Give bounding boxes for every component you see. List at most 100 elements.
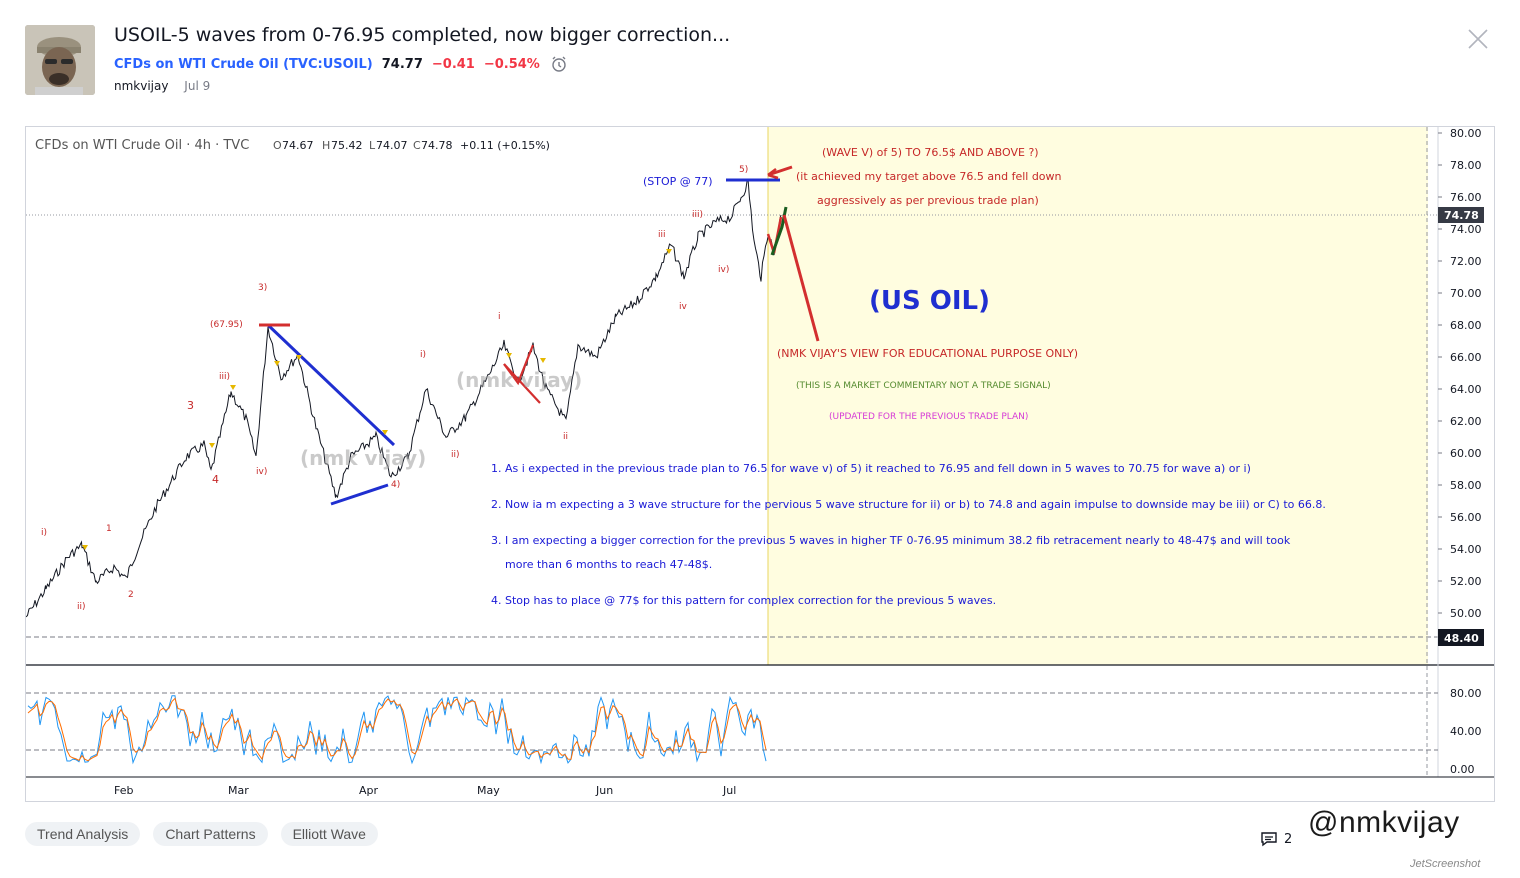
last-price-badge-bg (1438, 207, 1484, 223)
chart-watermark-1: (nmk vijay) (300, 446, 426, 470)
note-3: 3. I am expecting a bigger correction fo… (491, 534, 1291, 547)
commentary-annotation: (THIS IS A MARKET COMMENTARY NOT A TRADE… (796, 381, 1051, 391)
note-4: 4. Stop has to place @ 77$ for this patt… (491, 594, 996, 607)
symbol-change-percent: −0.54% (483, 56, 540, 72)
legend-low: 74.07 (376, 139, 408, 152)
time-axis[interactable]: Feb Mar Apr May Jun Jul (114, 784, 736, 797)
time-axis-label: Mar (228, 784, 249, 797)
legend-l-label: L (369, 139, 376, 152)
overlay-watermark: @nmkvijay (1308, 806, 1460, 839)
projection-down-path (782, 214, 820, 342)
wave-label-iv: iv) (256, 467, 267, 477)
chart-legend: CFDs on WTI Crude Oil · 4h · TVC O 74.67… (35, 138, 550, 153)
idea-tags: Trend Analysis Chart Patterns Elliott Wa… (25, 822, 378, 846)
wave-label-1: 1 (106, 524, 112, 534)
price-axis-label: 58.00 (1450, 479, 1482, 492)
price-axis-label: 60.00 (1450, 447, 1482, 460)
author-avatar[interactable] (25, 25, 95, 95)
price-axis-label: 66.00 (1450, 351, 1482, 364)
legend-h-label: H (322, 139, 330, 152)
note-2: 2. Now ia m expecting a 3 wave structure… (491, 498, 1326, 511)
wave-label-i: i) (41, 528, 47, 538)
level-6795-label: (67.95) (210, 320, 243, 330)
price-axis-label: 74.00 (1450, 223, 1482, 236)
time-axis-label: May (477, 784, 500, 797)
wave-v-annotation: (WAVE V) of 5) TO 76.5$ AND ABOVE ?) (822, 146, 1039, 159)
legend-symbol: CFDs on WTI Crude Oil · 4h · TVC (35, 138, 249, 153)
achieved-annotation: (it achieved my target above 76.5 and fe… (796, 170, 1062, 183)
legend-c-label: C (413, 139, 421, 152)
wave-label-ii: ii) (77, 602, 86, 612)
comments-button[interactable]: 2 (1260, 831, 1292, 847)
wave-label-2: 2 (128, 590, 134, 600)
time-axis-label: Apr (359, 784, 379, 797)
symbol-link[interactable]: CFDs on WTI Crude Oil (TVC:USOIL) (114, 56, 373, 72)
osc-axis-label: 80.00 (1450, 687, 1482, 700)
updated-annotation: (UPDATED FOR THE PREVIOUS TRADE PLAN) (829, 412, 1028, 422)
wave-label-i-small: i (498, 312, 501, 322)
price-axis-label: 70.00 (1450, 287, 1482, 300)
chart-canvas[interactable]: i) ii) 1 2 3 4 iii) iv) 3) 4) i) ii) i i… (26, 127, 1494, 801)
tag-trend-analysis[interactable]: Trend Analysis (25, 822, 141, 846)
price-axis-label: 54.00 (1450, 543, 1482, 556)
price-axis[interactable]: 80.00 78.00 76.00 74.00 72.00 70.00 68.00 66.00… (1438, 127, 1482, 620)
idea-title: USOIL-5 waves from 0-76.95 completed, no… (114, 24, 731, 46)
osc-axis-label: 0.00 (1450, 763, 1475, 776)
last-price-badge: 74.78 (1444, 209, 1479, 222)
tag-elliott-wave[interactable]: Elliott Wave (280, 822, 378, 846)
price-axis-label: 68.00 (1450, 319, 1482, 332)
chart-watermark-2: (nmk vijay) (456, 368, 582, 392)
close-icon[interactable] (1465, 26, 1491, 52)
aggressive-annotation: aggressively as per previous trade plan) (817, 194, 1039, 207)
price-axis-label: 62.00 (1450, 415, 1482, 428)
price-series-line (26, 178, 782, 618)
educational-annotation: (NMK VIJAY'S VIEW FOR EDUCATIONAL PURPOS… (777, 347, 1078, 360)
wave-label-iv-small: iv (679, 302, 688, 312)
price-axis-label: 78.00 (1450, 159, 1482, 172)
stop-annotation: (STOP @ 77) (643, 175, 713, 188)
level-badge: 48.40 (1444, 632, 1479, 645)
legend-open: 74.67 (282, 139, 314, 152)
comment-icon (1261, 832, 1277, 847)
wave-label-4-paren: 4) (391, 480, 400, 490)
author-line: nmkvijay Jul 9 (114, 79, 210, 93)
legend-high: 75.42 (331, 139, 363, 152)
triangle-lower-trendline[interactable] (330, 483, 389, 506)
author-name[interactable]: nmkvijay (114, 79, 169, 93)
projection-highlight-area (768, 127, 1428, 665)
osc-axis-label: 40.00 (1450, 725, 1482, 738)
wave5-arrowhead (767, 168, 779, 180)
price-axis-label: 64.00 (1450, 383, 1482, 396)
us-oil-heading: (US OIL) (869, 286, 990, 316)
chart-panel[interactable]: i) ii) 1 2 3 4 iii) iv) 3) 4) i) ii) i i… (25, 126, 1495, 802)
triangle-upper-trendline[interactable] (266, 323, 396, 447)
wave-label-5-paren: 5) (739, 165, 748, 175)
symbol-line: CFDs on WTI Crude Oil (TVC:USOIL) 74.77 … (114, 55, 568, 73)
tag-chart-patterns[interactable]: Chart Patterns (153, 822, 268, 846)
comments-count: 2 (1284, 831, 1293, 847)
time-axis-label: Jul (722, 784, 736, 797)
time-axis-label: Feb (114, 784, 133, 797)
wave-label-iii-small: iii (658, 230, 666, 240)
stoch-d-line (27, 697, 767, 762)
alarm-clock-icon[interactable] (550, 55, 568, 73)
note-3-continued: more than 6 months to reach 47-48$. (505, 558, 712, 571)
symbol-change: −0.41 (431, 56, 475, 72)
wave5-arrow (767, 165, 793, 177)
legend-o-label: O (273, 139, 282, 152)
level-badge-bg (1438, 629, 1484, 646)
wave-label-3: 3 (187, 399, 194, 412)
publish-date: Jul 9 (184, 79, 211, 93)
wave-label-iii-paren: iii) (692, 210, 703, 220)
wave-label-ii-paren: ii) (451, 450, 460, 460)
price-axis-label: 50.00 (1450, 607, 1482, 620)
pivot-markers (82, 249, 672, 550)
wave-label-iv-paren: iv) (718, 265, 729, 275)
wave-label-iii: iii) (219, 372, 230, 382)
correction-marker-2 (503, 363, 541, 404)
overlay-watermark-small: JetScreenshot (1410, 858, 1481, 870)
price-axis-label: 72.00 (1450, 255, 1482, 268)
note-1: 1. As i expected in the previous trade p… (491, 462, 1251, 475)
legend-close: 74.78 (421, 139, 453, 152)
stoch-k-line (27, 695, 767, 765)
